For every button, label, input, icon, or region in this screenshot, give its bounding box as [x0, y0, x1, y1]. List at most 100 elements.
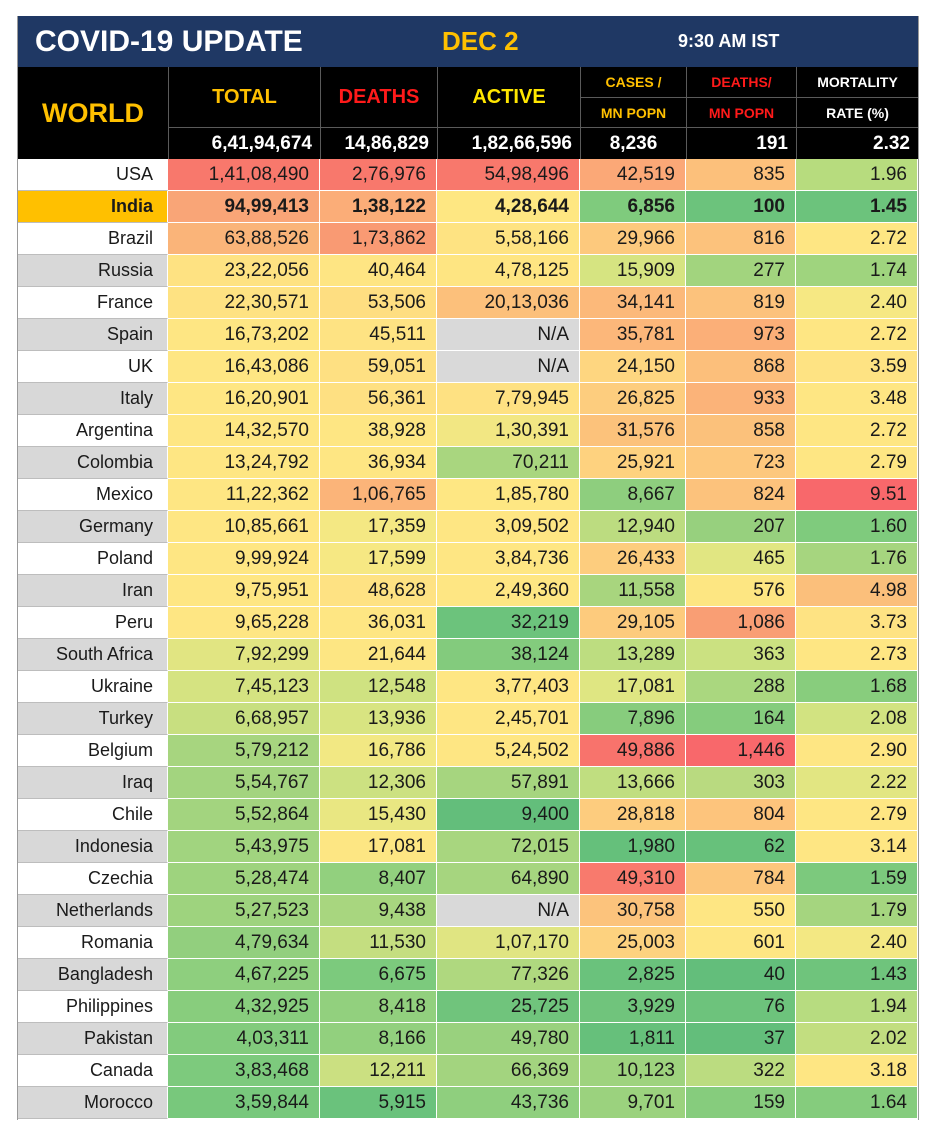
cell-total: 11,22,362 [168, 479, 320, 511]
cell-total: 4,03,311 [168, 1023, 320, 1055]
header-cases-per-mn-line1: CASES / [580, 67, 686, 97]
table-row: Czechia 5,28,474 8,407 64,890 49,310 784 1.59 [18, 863, 918, 895]
cell-active: 77,326 [437, 959, 580, 991]
country-name: Peru [18, 607, 168, 639]
cell-active: 3,09,502 [437, 511, 580, 543]
cell-total: 5,54,767 [168, 767, 320, 799]
cell-mortality: 9.51 [796, 479, 918, 511]
cell-deaths-per-mn: 816 [686, 223, 796, 255]
country-name: Italy [18, 383, 168, 415]
table-row: Russia 23,22,056 40,464 4,78,125 15,909 277 1.… [18, 255, 918, 287]
cell-mortality: 3.48 [796, 383, 918, 415]
cell-deaths: 8,418 [320, 991, 437, 1023]
world-deaths: 14,86,829 [320, 127, 437, 159]
cell-cases-per-mn: 15,909 [580, 255, 686, 287]
cell-deaths-per-mn: 277 [686, 255, 796, 287]
country-name: Ukraine [18, 671, 168, 703]
cell-active: 1,07,170 [437, 927, 580, 959]
cell-mortality: 2.08 [796, 703, 918, 735]
table-row: Iran 9,75,951 48,628 2,49,360 11,558 576 4.98 [18, 575, 918, 607]
cell-cases-per-mn: 42,519 [580, 159, 686, 191]
cell-deaths: 16,786 [320, 735, 437, 767]
cell-deaths: 38,928 [320, 415, 437, 447]
world-total: 6,41,94,674 [168, 127, 320, 159]
title-bar: COVID-19 UPDATE DEC 2 9:30 AM IST [18, 16, 918, 67]
country-name: Czechia [18, 863, 168, 895]
table-row: France 22,30,571 53,506 20,13,036 34,141 819 2… [18, 287, 918, 319]
cell-mortality: 2.72 [796, 223, 918, 255]
table-row: Chile 5,52,864 15,430 9,400 28,818 804 2.79 [18, 799, 918, 831]
table-row: Argentina 14,32,570 38,928 1,30,391 31,576 85… [18, 415, 918, 447]
country-name: Colombia [18, 447, 168, 479]
cell-cases-per-mn: 28,818 [580, 799, 686, 831]
table-row: USA 1,41,08,490 2,76,976 54,98,496 42,519 835… [18, 159, 918, 191]
country-name: South Africa [18, 639, 168, 671]
cell-active: 1,30,391 [437, 415, 580, 447]
cell-mortality: 1.64 [796, 1087, 918, 1119]
header-total: TOTAL [168, 67, 320, 127]
cell-deaths-per-mn: 159 [686, 1087, 796, 1119]
header-mortality-line1: MORTALITY [796, 67, 918, 97]
cell-mortality: 1.45 [796, 191, 918, 223]
table-row: Colombia 13,24,792 36,934 70,211 25,921 723 2.… [18, 447, 918, 479]
cell-total: 10,85,661 [168, 511, 320, 543]
cell-active: 25,725 [437, 991, 580, 1023]
country-name: Mexico [18, 479, 168, 511]
country-name: Philippines [18, 991, 168, 1023]
cell-deaths: 36,031 [320, 607, 437, 639]
cell-mortality: 2.79 [796, 447, 918, 479]
cell-cases-per-mn: 12,940 [580, 511, 686, 543]
cell-deaths: 21,644 [320, 639, 437, 671]
cell-deaths: 8,166 [320, 1023, 437, 1055]
cell-cases-per-mn: 26,433 [580, 543, 686, 575]
table-row: Poland 9,99,924 17,599 3,84,736 26,433 465 1.7… [18, 543, 918, 575]
cell-active: 1,85,780 [437, 479, 580, 511]
country-name: USA [18, 159, 168, 191]
cell-active: 66,369 [437, 1055, 580, 1087]
cell-deaths: 17,359 [320, 511, 437, 543]
cell-deaths: 1,73,862 [320, 223, 437, 255]
country-name: UK [18, 351, 168, 383]
cell-deaths-per-mn: 100 [686, 191, 796, 223]
cell-deaths: 8,407 [320, 863, 437, 895]
table-row: Pakistan 4,03,311 8,166 49,780 1,811 37 2.02 [18, 1023, 918, 1055]
cell-active: 2,49,360 [437, 575, 580, 607]
cell-mortality: 2.73 [796, 639, 918, 671]
cell-mortality: 2.02 [796, 1023, 918, 1055]
country-name: Germany [18, 511, 168, 543]
table-header: WORLD TOTAL DEATHS ACTIVE CASES / MN POP… [18, 67, 918, 159]
cell-cases-per-mn: 29,105 [580, 607, 686, 639]
table-row: Philippines 4,32,925 8,418 25,725 3,929 76 1.9… [18, 991, 918, 1023]
cell-cases-per-mn: 6,856 [580, 191, 686, 223]
cell-deaths-per-mn: 76 [686, 991, 796, 1023]
cell-deaths: 53,506 [320, 287, 437, 319]
cell-mortality: 3.18 [796, 1055, 918, 1087]
table-row: India 94,99,413 1,38,122 4,28,644 6,856 100 1.… [18, 191, 918, 223]
cell-deaths-per-mn: 207 [686, 511, 796, 543]
cell-deaths-per-mn: 858 [686, 415, 796, 447]
country-name: Morocco [18, 1087, 168, 1119]
table-row: Brazil 63,88,526 1,73,862 5,58,166 29,966 816… [18, 223, 918, 255]
cell-deaths-per-mn: 303 [686, 767, 796, 799]
cell-total: 4,67,225 [168, 959, 320, 991]
country-name: Russia [18, 255, 168, 287]
cell-deaths-per-mn: 62 [686, 831, 796, 863]
cell-deaths: 11,530 [320, 927, 437, 959]
cell-active: 4,28,644 [437, 191, 580, 223]
cell-total: 14,32,570 [168, 415, 320, 447]
cell-active: 3,77,403 [437, 671, 580, 703]
cell-mortality: 1.68 [796, 671, 918, 703]
table-row: Spain 16,73,202 45,511 N/A 35,781 973 2.72 [18, 319, 918, 351]
cell-active: 32,219 [437, 607, 580, 639]
table-row: Iraq 5,54,767 12,306 57,891 13,666 303 2.22 [18, 767, 918, 799]
header-deaths-per-mn-line1: DEATHS/ [686, 67, 796, 97]
world-mortality: 2.32 [796, 127, 918, 159]
cell-deaths-per-mn: 723 [686, 447, 796, 479]
cell-cases-per-mn: 25,003 [580, 927, 686, 959]
covid-update-table: COVID-19 UPDATE DEC 2 9:30 AM IST WORLD … [17, 16, 919, 1120]
cell-mortality: 2.72 [796, 319, 918, 351]
cell-deaths: 1,06,765 [320, 479, 437, 511]
cell-deaths: 12,548 [320, 671, 437, 703]
country-name: France [18, 287, 168, 319]
country-name: Argentina [18, 415, 168, 447]
